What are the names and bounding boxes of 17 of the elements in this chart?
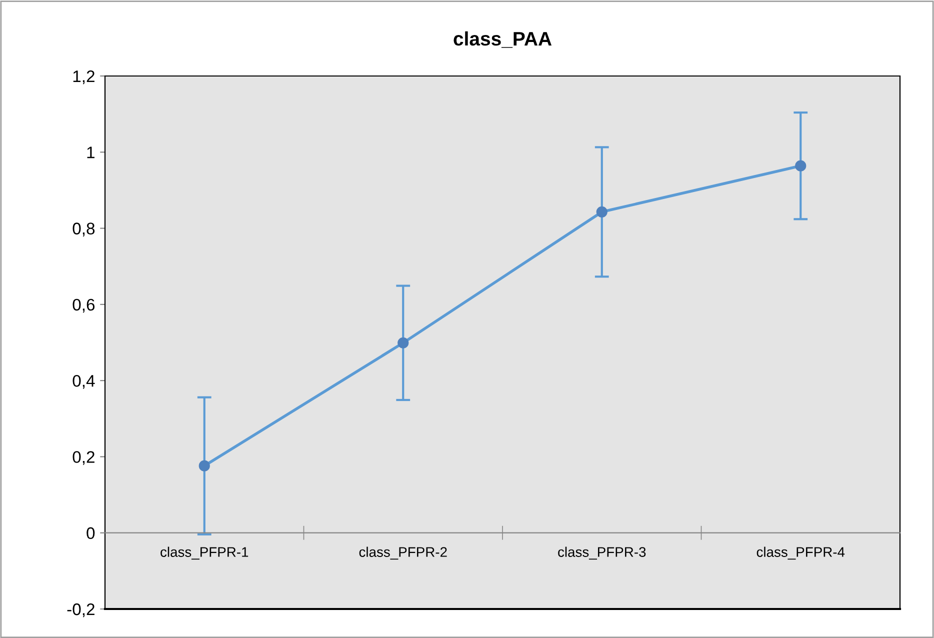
point: [596, 206, 608, 218]
x-tick-label: class_PFPR-3: [558, 546, 646, 560]
point: [198, 460, 210, 472]
y-tick-label: 0,2: [72, 451, 94, 465]
y-tick-label: 0: [86, 527, 95, 540]
chart-title: class_PAA: [454, 31, 552, 48]
y-tick-label: 1: [87, 146, 94, 158]
y-tick-label: 0,6: [72, 298, 95, 313]
x-tick-label: class_PFPR-4: [756, 546, 845, 560]
x-tick-label: class_PFPR-2: [359, 546, 447, 560]
y-tick-label: 0,4: [72, 374, 95, 389]
y-tick-label: -0,2: [67, 603, 94, 618]
x-tick-label: class_PFPR-1: [160, 546, 248, 560]
point: [398, 337, 409, 348]
y-tick-label: 0,8: [72, 222, 95, 236]
point: [795, 160, 806, 172]
y-tick-label: 1,2: [73, 70, 94, 84]
